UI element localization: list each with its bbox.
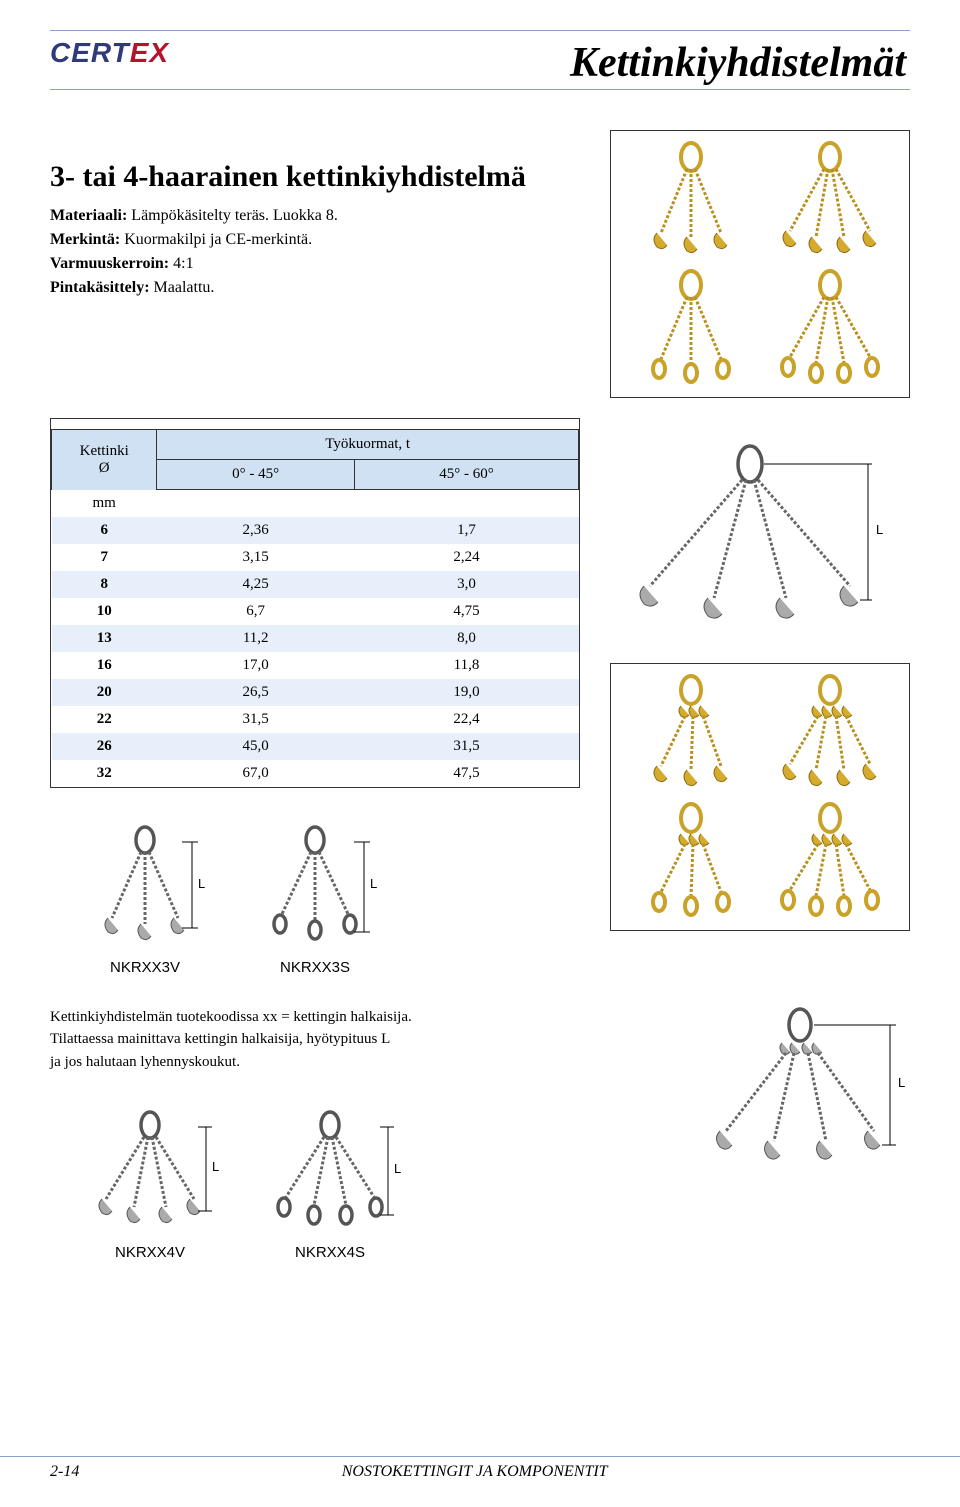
sling-4leg-ring-icon <box>770 273 890 383</box>
dim-label: L <box>198 876 205 891</box>
schematic-nkrxx4s: L NKRXX4S <box>260 1113 400 1261</box>
brand-part2: EX <box>130 37 169 68</box>
product-code-hint: Kettinkiyhdistelmän tuotekoodissa xx = k… <box>50 1006 470 1074</box>
dim-label: L <box>394 1161 401 1176</box>
header-banner: CERTEX Kettinkiyhdistelmät <box>50 30 910 90</box>
dimension-drawing-4leg-short: L <box>690 1011 910 1176</box>
schematic-nkrxx3v: L NKRXX3V <box>80 828 210 976</box>
table-row: 2645,031,5 <box>52 733 579 760</box>
product-variant-box-top <box>610 130 910 398</box>
table-row: 84,253,0 <box>52 571 579 598</box>
table-row: 1311,28,0 <box>52 625 579 652</box>
table-header-chain: Kettinki <box>80 443 129 459</box>
finish-label: Pintakäsittely: <box>50 279 150 296</box>
table-row: 1617,011,8 <box>52 652 579 679</box>
safety-label: Varmuuskerroin: <box>50 255 169 272</box>
material-label: Materiaali: <box>50 207 127 224</box>
code-nkrxx4s: NKRXX4S <box>260 1244 400 1261</box>
code-nkrxx4v: NKRXX4V <box>80 1244 220 1261</box>
spec-block: Materiaali: Lämpökäsitelty teräs. Luokka… <box>50 204 580 300</box>
code-nkrxx3s: NKRXX3S <box>250 959 380 976</box>
load-table: Kettinki Ø Työkuormat, t 0° - 45° 45° - … <box>50 418 580 788</box>
dimension-drawing-4leg: L <box>610 448 910 633</box>
schematic-nkrxx4v: L NKRXX4V <box>80 1113 220 1261</box>
sling-3leg-hook-short-icon <box>631 678 751 788</box>
dim-label: L <box>876 522 883 537</box>
hint-line2: Tilattaessa mainittava kettingin halkais… <box>50 1028 470 1051</box>
product-variant-box-bottom <box>610 663 910 931</box>
dim-label: L <box>898 1075 905 1090</box>
marking-value: Kuormakilpi ja CE-merkintä. <box>124 231 312 248</box>
sling-3leg-ring-short-icon <box>631 806 751 916</box>
dim-label: L <box>370 876 377 891</box>
table-header-col1: 0° - 45° <box>157 460 355 490</box>
footer-section-title: NOSTOKETTINGIT JA KOMPONENTIT <box>342 1463 608 1481</box>
brand-logo: CERTEX <box>50 37 169 69</box>
dim-label: L <box>212 1159 219 1174</box>
sling-4leg-ring-short-icon <box>770 806 890 916</box>
sling-3leg-hook-icon <box>631 145 751 255</box>
code-nkrxx3v: NKRXX3V <box>80 959 210 976</box>
schematic-nkrxx3s: L NKRXX3S <box>250 828 380 976</box>
table-row: 3267,047,5 <box>52 760 579 787</box>
table-row: 2026,519,0 <box>52 679 579 706</box>
table-row: 73,152,24 <box>52 544 579 571</box>
table-row: 2231,522,4 <box>52 706 579 733</box>
hint-line3: ja jos halutaan lyhennyskoukut. <box>50 1051 470 1074</box>
page-title: Kettinkiyhdistelmät <box>570 40 910 86</box>
table-row: 62,361,7 <box>52 517 579 544</box>
hint-line1: Kettinkiyhdistelmän tuotekoodissa xx = k… <box>50 1006 470 1029</box>
table-header-loads: Työkuormat, t <box>157 430 579 460</box>
table-row: 106,74,75 <box>52 598 579 625</box>
footer-page-number: 2-14 <box>50 1463 79 1481</box>
table-header-diam: Ø <box>99 460 110 476</box>
sling-3leg-ring-icon <box>631 273 751 383</box>
brand-part1: CERT <box>50 37 130 68</box>
finish-value: Maalattu. <box>154 279 215 296</box>
material-value: Lämpökäsitelty teräs. Luokka 8. <box>131 207 338 224</box>
safety-value: 4:1 <box>173 255 193 272</box>
page-footer: 2-14 NOSTOKETTINGIT JA KOMPONENTIT <box>0 1456 960 1487</box>
sling-4leg-hook-short-icon <box>770 678 890 788</box>
sling-4leg-hook-icon <box>770 145 890 255</box>
marking-label: Merkintä: <box>50 231 120 248</box>
table-unit: mm <box>52 490 157 517</box>
section-heading: 3- tai 4-haarainen kettinkiyhdistelmä <box>50 160 580 194</box>
table-header-col2: 45° - 60° <box>354 460 578 490</box>
